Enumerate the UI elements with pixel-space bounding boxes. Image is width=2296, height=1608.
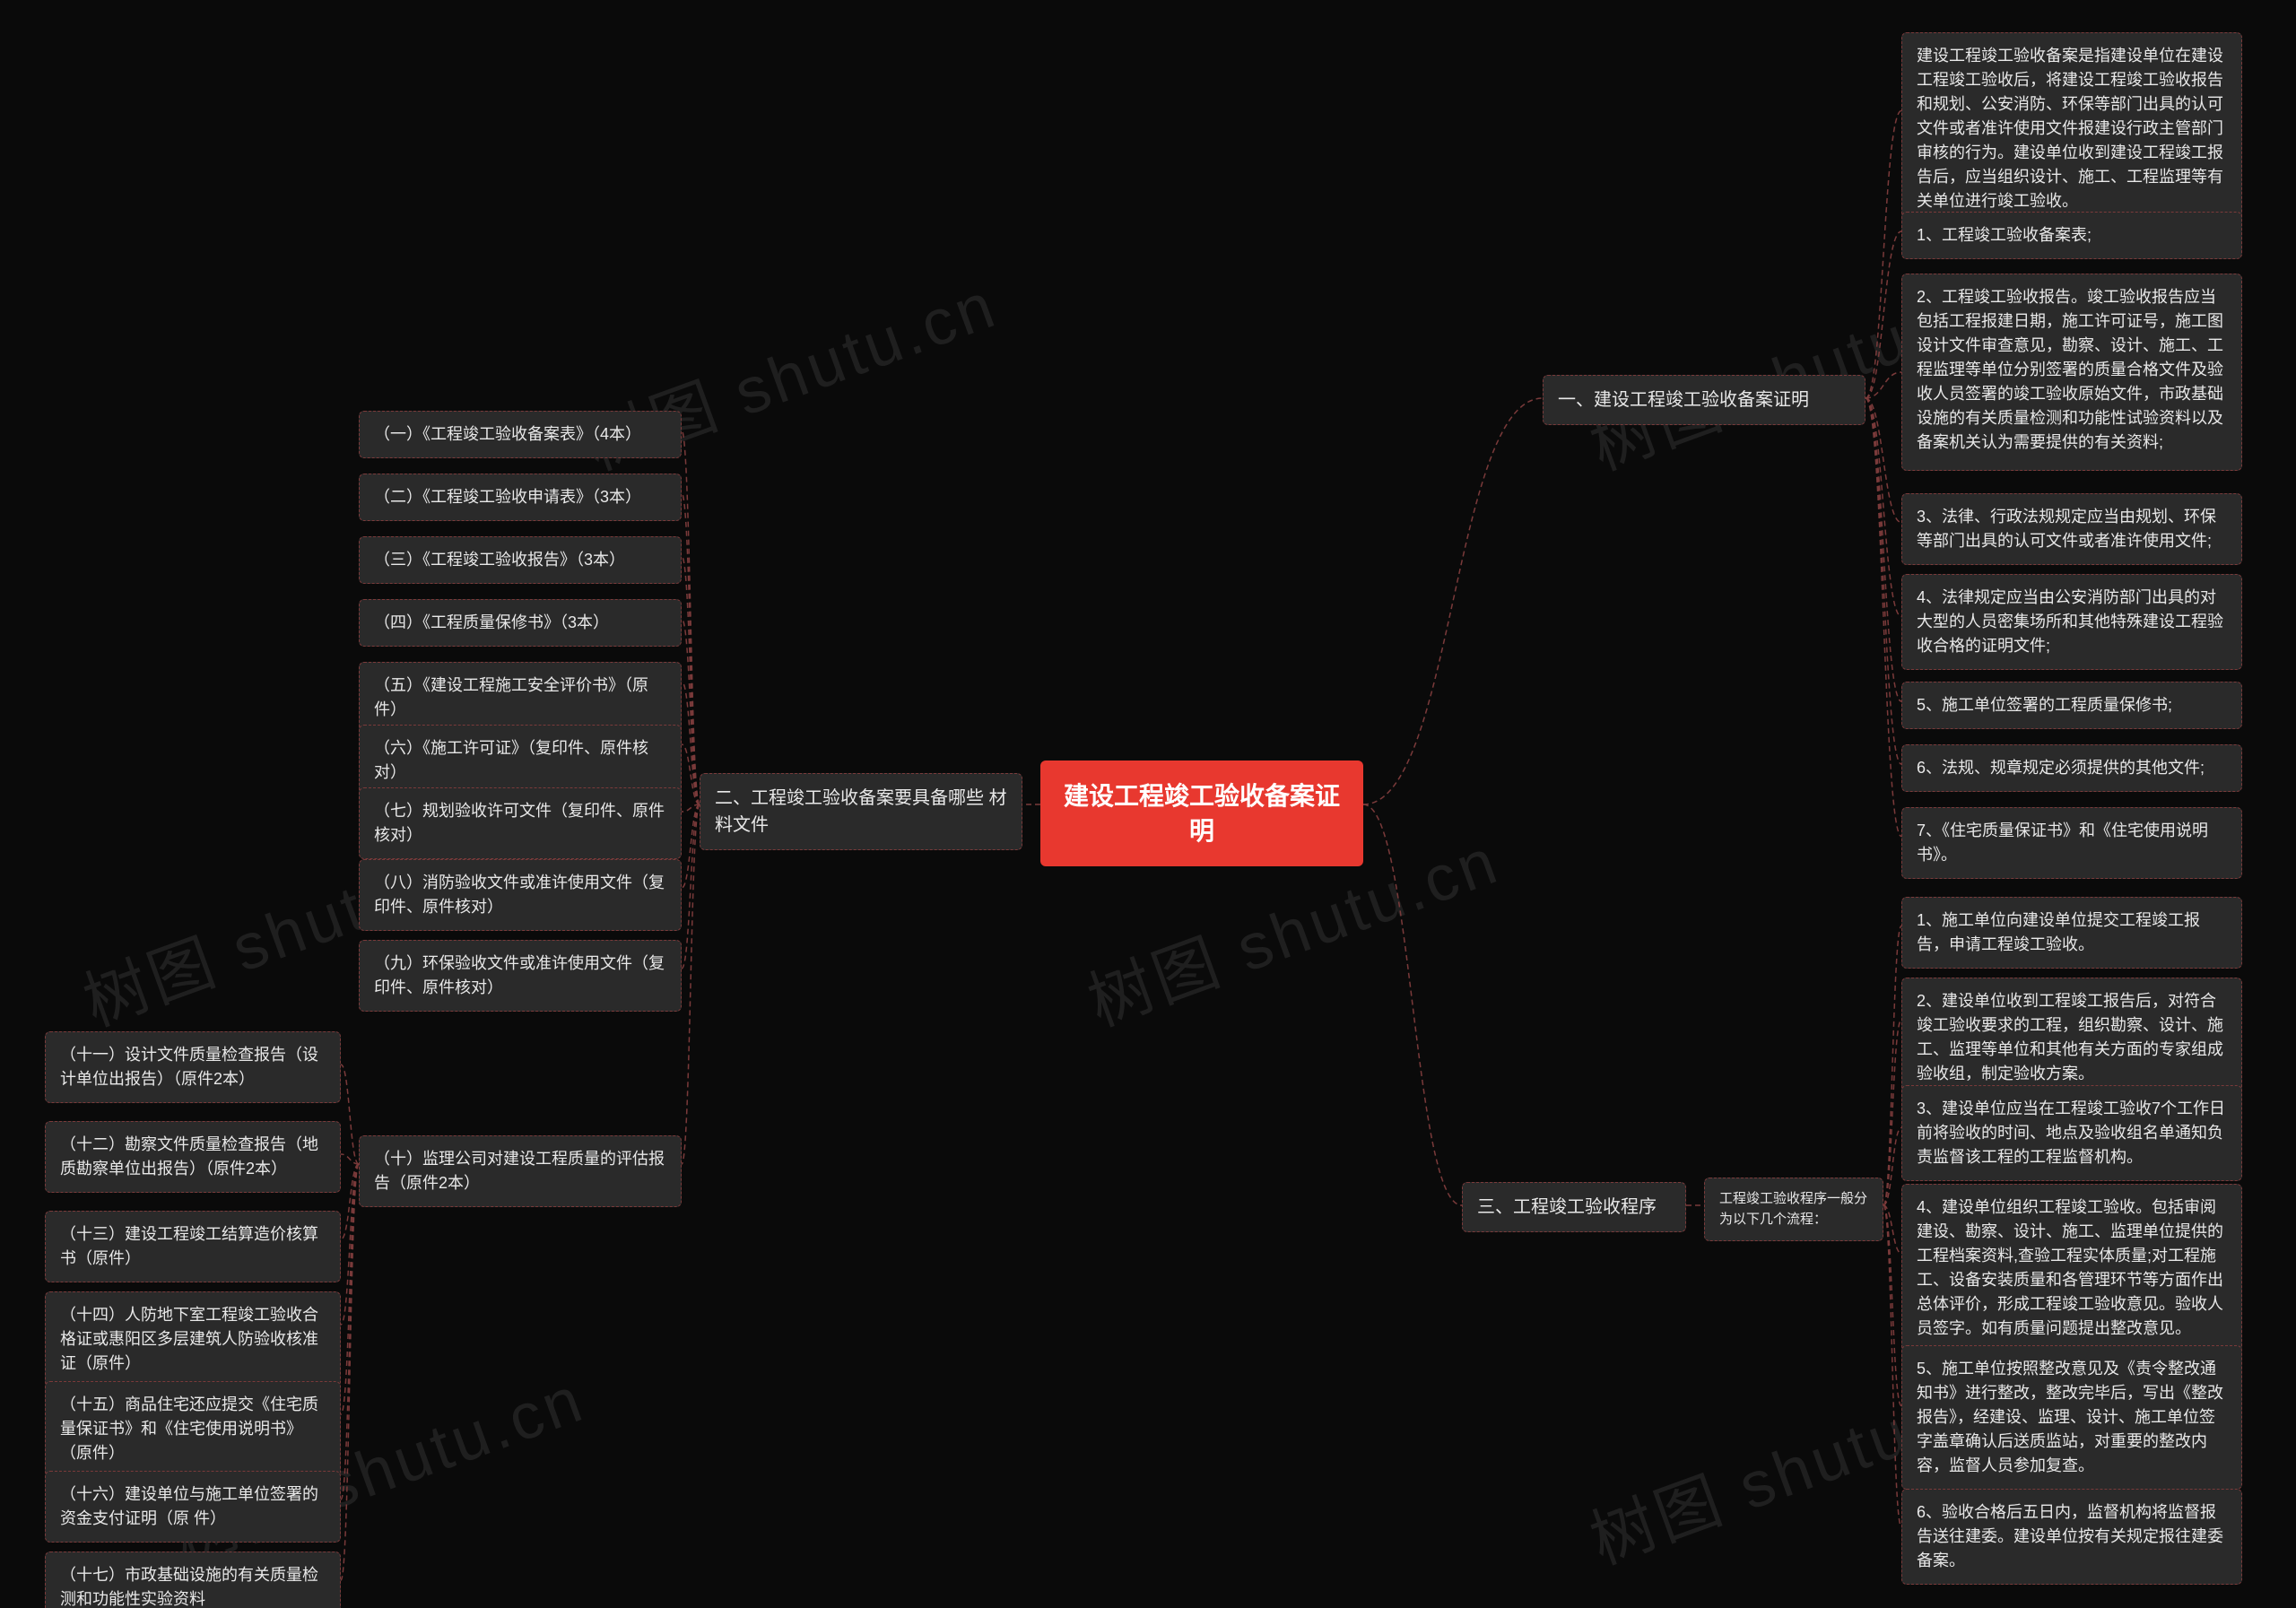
b3-leaf: 1、施工单位向建设单位提交工程竣工报告，申请工程竣工验收。 <box>1901 897 2242 969</box>
b2-leaf: （四）《工程质量保修书》（3本） <box>359 599 682 647</box>
b2-leaf: （十五）商品住宅还应提交《住宅质量保证书》和《住宅使用说明书》（原件） <box>45 1381 341 1477</box>
b2-leaf: （五）《建设工程施工安全评价书》（原件） <box>359 662 682 734</box>
b1-leaf: 2、工程竣工验收报告。竣工验收报告应当包括工程报建日期，施工许可证号，施工图设计… <box>1901 274 2242 471</box>
branch-node-3: 三、工程竣工验收程序 <box>1462 1182 1686 1232</box>
branch-node-2: 二、工程竣工验收备案要具备哪些 材料文件 <box>700 773 1022 850</box>
b3-leaf: 5、施工单位按照整改意见及《责令整改通知书》进行整改，整改完毕后，写出《整改报告… <box>1901 1345 2242 1490</box>
b2-leaf: （十七）市政基础设施的有关质量检测和功能性实验资料 <box>45 1552 341 1608</box>
b1-leaf: 1、工程竣工验收备案表; <box>1901 212 2242 259</box>
b1-leaf: 5、施工单位签署的工程质量保修书; <box>1901 682 2242 729</box>
b2-leaf: （一）《工程竣工验收备案表》（4本） <box>359 411 682 458</box>
b1-leaf: 7、《住宅质量保证书》和《住宅使用说明书》。 <box>1901 807 2242 879</box>
b2-leaf: （六）《施工许可证》（复印件、原件核对） <box>359 725 682 796</box>
b3-leaf: 4、建设单位组织工程竣工验收。包括审阅建设、勘察、设计、施工、监理单位提供的工程… <box>1901 1184 2242 1352</box>
b2-leaf: （三）《工程竣工验收报告》（3本） <box>359 536 682 584</box>
b3-leaf: 3、建设单位应当在工程竣工验收7个工作日前将验收的时间、地点及验收组名单通知负责… <box>1901 1085 2242 1181</box>
b2-leaf: （十六）建设单位与施工单位签署的资金支付证明（原 件） <box>45 1471 341 1543</box>
branch-node-1: 一、建设工程竣工验收备案证明 <box>1543 375 1866 425</box>
b3-leaf: 2、建设单位收到工程竣工报告后，对符合竣工验收要求的工程，组织勘察、设计、施工、… <box>1901 978 2242 1098</box>
root-node: 建设工程竣工验收备案证 明 <box>1040 761 1363 866</box>
b3-leaf: 6、验收合格后五日内，监督机构将监督报告送往建委。建设单位按有关规定报往建委备案… <box>1901 1489 2242 1585</box>
b2-leaf: （十三）建设工程竣工结算造价核算书（原件） <box>45 1211 341 1282</box>
b2-leaf: （二）《工程竣工验收申请表》（3本） <box>359 474 682 521</box>
b2-leaf: （十一）设计文件质量检查报告（设计单位出报告）（原件2本） <box>45 1031 341 1103</box>
b2-leaf: （九）环保验收文件或准许使用文件（复印件、原件核对） <box>359 940 682 1012</box>
mindmap-canvas: 树图 shutu.cn 树图 shutu.cn 树图 shutu.cn 树图 s… <box>0 0 2296 1608</box>
b2-leaf: （七）规划验收许可文件（复印件、原件核对） <box>359 787 682 859</box>
b1-leaf: 建设工程竣工验收备案是指建设单位在建设工程竣工验收后，将建设工程竣工验收报告和规… <box>1901 32 2242 225</box>
b2-leaf: （十二）勘察文件质量检查报告（地质勘察单位出报告）（原件2本） <box>45 1121 341 1193</box>
b2-leaf: （十四）人防地下室工程竣工验收合格证或惠阳区多层建筑人防验收核准证（原件） <box>45 1291 341 1387</box>
b2-leaf: （八）消防验收文件或准许使用文件（复印件、原件核对） <box>359 859 682 931</box>
b1-leaf: 4、法律规定应当由公安消防部门出具的对大型的人员密集场所和其他特殊建设工程验收合… <box>1901 574 2242 670</box>
b2-leaf-10: （十）监理公司对建设工程质量的评估报告（原件2本） <box>359 1135 682 1207</box>
branch-node-3-sub: 工程竣工验收程序一般分为以下几个流程： <box>1704 1178 1883 1241</box>
b1-leaf: 3、法律、行政法规规定应当由规划、环保等部门出具的认可文件或者准许使用文件; <box>1901 493 2242 565</box>
b1-leaf: 6、法规、规章规定必须提供的其他文件; <box>1901 744 2242 792</box>
